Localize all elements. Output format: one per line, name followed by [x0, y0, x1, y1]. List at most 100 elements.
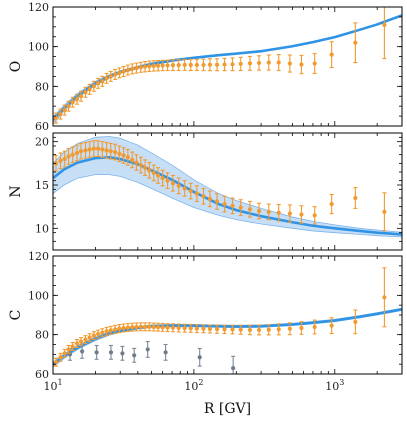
panel-frame	[52, 132, 403, 251]
model-band	[53, 14, 402, 125]
data-point	[138, 324, 143, 329]
data-point	[329, 323, 334, 328]
data-point	[62, 351, 67, 356]
data-point	[299, 325, 304, 331]
data-point	[70, 100, 75, 105]
data-point	[80, 349, 85, 354]
data-point	[201, 62, 206, 68]
data-point	[138, 162, 143, 168]
x-tick-label: 101	[43, 378, 62, 393]
data-point	[214, 327, 220, 332]
data-point	[247, 61, 253, 66]
x-tick-label: 103	[325, 378, 344, 393]
data-point	[66, 154, 71, 159]
data-point	[125, 325, 130, 330]
series-orange	[53, 267, 387, 367]
model-curve	[53, 308, 402, 366]
data-point	[87, 87, 92, 92]
data-point	[62, 156, 67, 162]
data-point	[134, 324, 139, 330]
data-point	[134, 160, 139, 165]
data-point	[104, 329, 109, 334]
data-point	[188, 326, 193, 331]
data-point	[299, 62, 304, 67]
data-point	[256, 60, 262, 66]
data-point	[142, 165, 148, 170]
data-point	[238, 205, 243, 210]
x-tick-label: 102	[184, 378, 203, 393]
data-point	[201, 326, 206, 331]
model-curve	[53, 155, 402, 236]
data-point	[276, 327, 281, 332]
data-point	[353, 319, 358, 324]
data-point	[182, 326, 187, 331]
data-point	[201, 194, 206, 199]
data-point	[329, 201, 334, 207]
data-point	[132, 353, 137, 358]
data-point	[83, 90, 88, 95]
data-point	[70, 344, 75, 349]
data-point	[182, 62, 187, 68]
data-point	[125, 67, 130, 73]
data-point	[113, 327, 118, 332]
data-point	[287, 211, 292, 216]
model-curve	[53, 14, 402, 121]
data-point	[287, 61, 292, 66]
data-point	[70, 152, 75, 157]
y-axis-label: C	[8, 310, 24, 321]
data-point	[83, 148, 88, 153]
panels-layer: 60 80 100 120 O 10 15 20 N 60 80 100 120 C	[8, 1, 403, 381]
y-tick-label: 60	[35, 368, 49, 381]
panel-frame	[52, 6, 403, 127]
data-point	[222, 62, 227, 67]
model-band	[53, 136, 402, 238]
data-point	[78, 339, 84, 344]
data-point	[155, 325, 161, 330]
data-point	[194, 191, 199, 196]
data-point	[176, 63, 181, 68]
data-point	[207, 62, 213, 67]
data-point	[58, 112, 63, 117]
data-point	[165, 63, 170, 68]
data-point	[113, 72, 118, 77]
data-point	[78, 149, 84, 154]
data-point	[230, 327, 235, 332]
data-point	[53, 360, 59, 365]
data-point	[145, 347, 150, 352]
data-point	[108, 74, 113, 79]
data-point	[222, 327, 227, 332]
data-point	[94, 350, 99, 355]
data-point	[207, 326, 213, 332]
data-point	[207, 196, 213, 201]
data-point	[312, 213, 317, 218]
series-gray	[67, 340, 236, 374]
data-point	[121, 69, 126, 74]
data-point	[130, 66, 135, 71]
y-tick-label: 120	[28, 250, 49, 263]
data-point	[276, 210, 281, 215]
y-tick-label: 120	[28, 1, 49, 14]
data-point	[382, 209, 387, 214]
data-point	[222, 201, 227, 207]
data-point	[256, 208, 262, 214]
data-point	[113, 149, 118, 155]
data-point	[121, 325, 126, 331]
y-tick-label: 80	[35, 80, 49, 93]
panel-N: 10 15 20 N	[8, 132, 403, 251]
data-point	[312, 324, 317, 330]
data-point	[78, 94, 84, 99]
data-point	[247, 207, 253, 212]
data-point	[197, 355, 202, 360]
data-point	[53, 115, 59, 121]
data-point	[170, 181, 176, 186]
data-point	[238, 61, 243, 67]
data-point	[74, 341, 80, 346]
data-point	[138, 65, 143, 70]
data-point	[329, 52, 334, 57]
data-point	[96, 331, 101, 337]
data-point	[353, 40, 358, 45]
data-point	[66, 104, 71, 109]
y-tick-label: 20	[35, 136, 49, 149]
data-point	[155, 173, 161, 178]
